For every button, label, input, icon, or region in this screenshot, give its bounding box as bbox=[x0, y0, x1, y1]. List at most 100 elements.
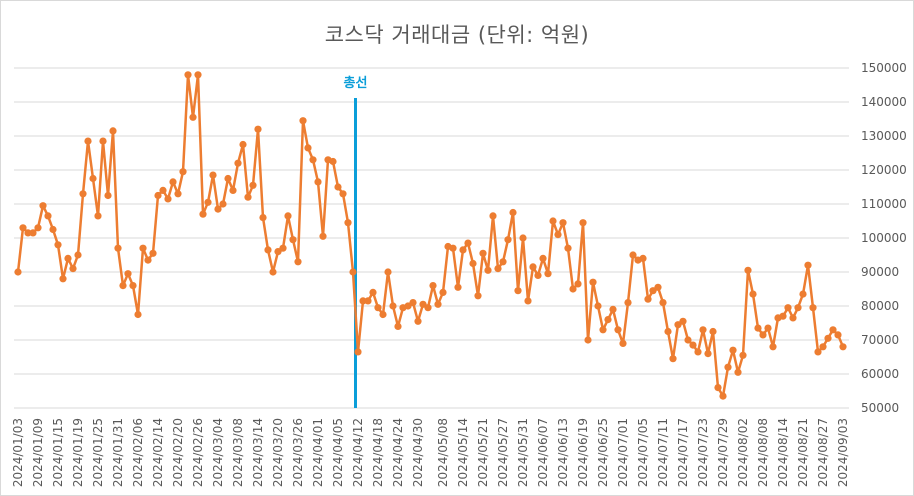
data-point bbox=[344, 219, 352, 227]
x-tick-label: 2024/09/03 bbox=[836, 418, 850, 487]
data-point bbox=[784, 304, 792, 312]
y-tick-label: 80000 bbox=[861, 299, 899, 313]
x-tick-label: 2024/07/17 bbox=[676, 418, 690, 487]
data-point bbox=[544, 270, 552, 278]
y-axis-tick-labels: 50000 60000 70000 80000 90000 100000 110000 120… bbox=[861, 61, 907, 415]
data-point bbox=[314, 178, 322, 186]
data-point bbox=[349, 268, 357, 276]
x-tick-label: 2024/06/25 bbox=[596, 418, 610, 487]
data-point bbox=[214, 205, 222, 213]
data-point bbox=[39, 202, 47, 210]
data-point bbox=[74, 251, 82, 259]
data-point bbox=[219, 200, 227, 208]
data-point bbox=[654, 283, 662, 291]
data-point bbox=[679, 317, 687, 325]
data-point bbox=[319, 232, 327, 240]
data-point bbox=[449, 244, 457, 252]
data-point bbox=[759, 331, 767, 339]
data-point bbox=[814, 348, 822, 356]
data-point bbox=[669, 355, 677, 363]
data-point bbox=[539, 254, 547, 262]
data-point bbox=[49, 225, 57, 234]
x-tick-label: 2024/03/04 bbox=[211, 418, 225, 487]
data-point bbox=[659, 299, 667, 307]
data-point bbox=[559, 219, 567, 227]
data-point bbox=[309, 156, 317, 164]
data-point bbox=[824, 334, 832, 342]
data-point bbox=[79, 190, 87, 198]
data-point bbox=[204, 198, 212, 206]
y-tick-label: 140000 bbox=[861, 95, 907, 109]
data-point bbox=[94, 212, 102, 220]
data-point bbox=[284, 212, 292, 220]
y-tick-label: 100000 bbox=[861, 231, 907, 245]
data-point bbox=[569, 285, 577, 293]
data-point bbox=[19, 224, 27, 232]
data-point bbox=[764, 324, 772, 332]
data-point bbox=[709, 327, 717, 336]
x-tick-label: 2024/04/18 bbox=[371, 418, 385, 487]
x-tick-label: 2024/05/31 bbox=[516, 418, 530, 487]
x-tick-label: 2024/01/03 bbox=[11, 418, 25, 487]
x-tick-label: 2024/02/26 bbox=[191, 418, 205, 487]
data-point bbox=[494, 265, 502, 273]
data-point bbox=[369, 288, 377, 296]
data-point bbox=[504, 236, 512, 244]
data-point bbox=[199, 210, 207, 218]
data-point bbox=[534, 271, 542, 279]
data-point bbox=[469, 259, 477, 268]
data-point bbox=[249, 181, 257, 189]
data-point bbox=[189, 113, 197, 121]
x-tick-label: 2024/05/08 bbox=[436, 418, 450, 487]
x-tick-label: 2024/04/30 bbox=[411, 418, 425, 487]
data-point bbox=[159, 186, 167, 194]
data-point bbox=[489, 212, 497, 220]
x-tick-label: 2024/08/08 bbox=[756, 418, 770, 487]
data-point bbox=[619, 339, 627, 347]
data-point bbox=[739, 351, 747, 359]
data-point bbox=[279, 244, 287, 252]
data-point bbox=[354, 348, 362, 356]
y-tick-label: 60000 bbox=[861, 367, 899, 381]
gridlines bbox=[14, 67, 849, 409]
data-point bbox=[109, 127, 117, 135]
x-tick-label: 2024/02/20 bbox=[171, 418, 185, 487]
data-point bbox=[174, 190, 182, 198]
data-point bbox=[564, 244, 572, 252]
data-point bbox=[644, 295, 652, 303]
data-point bbox=[834, 331, 842, 339]
x-tick-label: 2024/03/20 bbox=[271, 418, 285, 487]
data-point bbox=[524, 297, 532, 305]
data-point bbox=[804, 261, 812, 269]
data-point bbox=[699, 326, 707, 334]
data-point bbox=[34, 224, 42, 232]
data-point bbox=[379, 310, 387, 319]
data-point bbox=[754, 324, 762, 332]
data-point bbox=[209, 171, 217, 179]
data-point bbox=[684, 336, 692, 344]
data-point bbox=[144, 256, 152, 264]
data-point bbox=[474, 292, 482, 300]
data-point bbox=[639, 254, 647, 262]
data-point bbox=[439, 288, 447, 296]
x-tick-label: 2024/06/07 bbox=[536, 418, 550, 487]
data-point bbox=[289, 236, 297, 244]
series-1 bbox=[14, 71, 847, 400]
data-point bbox=[499, 258, 507, 266]
data-point bbox=[184, 71, 192, 79]
x-tick-label: 2024/07/05 bbox=[636, 418, 650, 487]
data-point bbox=[384, 268, 392, 276]
data-point bbox=[69, 265, 77, 273]
data-point bbox=[459, 246, 467, 254]
data-point bbox=[724, 363, 732, 371]
data-point bbox=[329, 157, 337, 166]
data-point bbox=[89, 174, 97, 183]
data-point bbox=[254, 125, 262, 133]
data-point bbox=[464, 239, 472, 247]
data-point bbox=[694, 348, 702, 356]
y-tick-label: 110000 bbox=[861, 197, 907, 211]
data-point bbox=[729, 346, 737, 354]
data-point bbox=[134, 310, 142, 319]
data-point bbox=[164, 195, 172, 203]
data-point bbox=[104, 191, 112, 200]
